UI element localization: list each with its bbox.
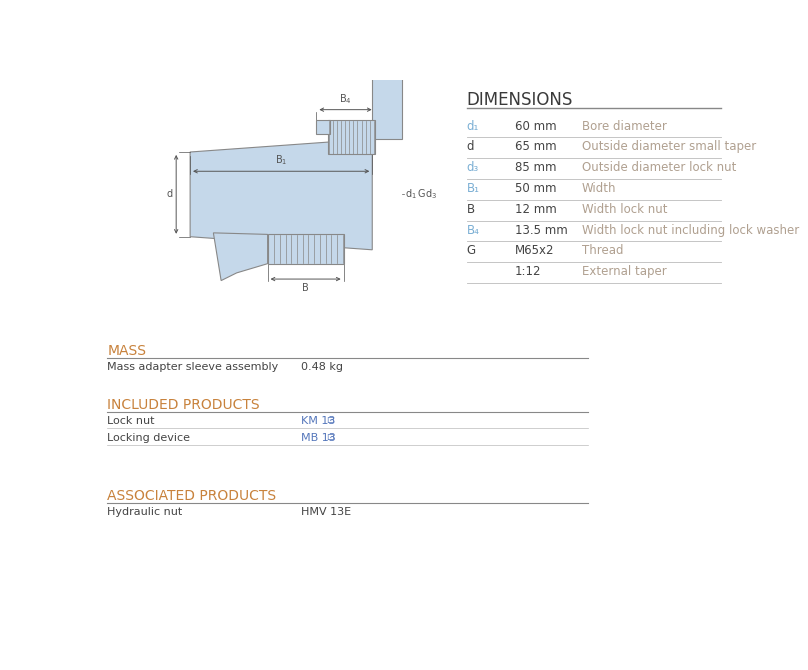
Text: B$_1$: B$_1$ xyxy=(275,153,288,168)
Bar xyxy=(328,121,375,154)
Text: M65x2: M65x2 xyxy=(515,245,554,257)
Text: 65 mm: 65 mm xyxy=(515,141,557,153)
Text: 13.5 mm: 13.5 mm xyxy=(515,224,567,237)
Bar xyxy=(317,121,330,134)
Text: Outside diameter lock nut: Outside diameter lock nut xyxy=(582,161,736,174)
Text: Bore diameter: Bore diameter xyxy=(582,119,667,133)
Text: Lock nut: Lock nut xyxy=(107,416,154,425)
Text: HMV 13E: HMV 13E xyxy=(301,507,351,517)
Text: INCLUDED PRODUCTS: INCLUDED PRODUCTS xyxy=(107,397,260,411)
Text: 85 mm: 85 mm xyxy=(515,161,557,174)
Text: ASSOCIATED PRODUCTS: ASSOCIATED PRODUCTS xyxy=(107,488,276,502)
Bar xyxy=(267,234,343,264)
Text: DIMENSIONS: DIMENSIONS xyxy=(467,91,573,109)
Text: B₄: B₄ xyxy=(467,224,480,237)
Text: d₃: d₃ xyxy=(467,161,479,174)
Text: 1:12: 1:12 xyxy=(515,265,541,278)
Text: Outside diameter small taper: Outside diameter small taper xyxy=(582,141,755,153)
Text: G: G xyxy=(417,190,425,200)
Text: ⊡: ⊡ xyxy=(326,416,333,425)
Text: 50 mm: 50 mm xyxy=(515,182,557,195)
Text: Thread: Thread xyxy=(582,245,623,257)
Text: MASS: MASS xyxy=(107,344,146,358)
Text: B₁: B₁ xyxy=(467,182,480,195)
Text: Width lock nut: Width lock nut xyxy=(582,203,667,216)
Text: Width lock nut including lock washer: Width lock nut including lock washer xyxy=(582,224,799,237)
Text: KM 13: KM 13 xyxy=(301,416,335,425)
Text: G: G xyxy=(467,245,476,257)
Text: 0.48 kg: 0.48 kg xyxy=(301,362,343,372)
Text: ⊡: ⊡ xyxy=(326,433,333,442)
Text: Width: Width xyxy=(582,182,616,195)
Text: External taper: External taper xyxy=(582,265,667,278)
Text: B: B xyxy=(467,203,475,216)
Text: MB 13: MB 13 xyxy=(301,433,335,443)
Text: d$_3$: d$_3$ xyxy=(425,188,437,201)
Text: d₁: d₁ xyxy=(467,119,479,133)
Polygon shape xyxy=(190,139,372,250)
Text: Hydraulic nut: Hydraulic nut xyxy=(107,507,183,517)
Text: 12 mm: 12 mm xyxy=(515,203,557,216)
Text: d$_1$: d$_1$ xyxy=(405,188,417,201)
Bar xyxy=(372,28,402,139)
Text: Mass adapter sleeve assembly: Mass adapter sleeve assembly xyxy=(107,362,279,372)
Text: B$_4$: B$_4$ xyxy=(339,92,352,106)
Text: Locking device: Locking device xyxy=(107,433,190,443)
Text: d: d xyxy=(166,190,172,200)
Text: 60 mm: 60 mm xyxy=(515,119,557,133)
Text: d: d xyxy=(467,141,474,153)
Text: B: B xyxy=(302,283,309,293)
Polygon shape xyxy=(213,233,267,281)
